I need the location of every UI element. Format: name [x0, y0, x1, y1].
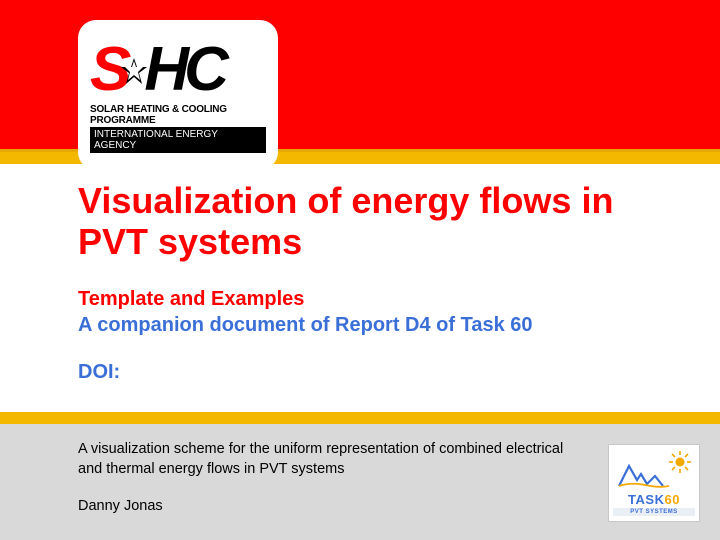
sun-icon — [669, 451, 691, 478]
subtitle-companion: A companion document of Report D4 of Tas… — [78, 313, 680, 337]
logo-tagline-2: INTERNATIONAL ENERGY AGENCY — [90, 127, 266, 153]
sun-icon — [121, 58, 147, 84]
doi-label: DOI: — [78, 361, 120, 384]
footer-description: A visualization scheme for the uniform r… — [78, 440, 590, 479]
task60-subtitle: PVT SYSTEMS — [613, 508, 695, 516]
task-word: TASK — [628, 492, 664, 507]
shc-logo-letters: S HC — [90, 34, 266, 102]
subtitle-template: Template and Examples — [78, 288, 304, 311]
footer-author: Danny Jonas — [78, 498, 163, 514]
shc-logo-box: S HC SOLAR HEATING & COOLING PROGRAMME I… — [78, 20, 278, 170]
logo-letter-s: S — [90, 34, 125, 105]
task60-logo: TASK60 PVT SYSTEMS — [608, 444, 700, 522]
task-number: 60 — [664, 492, 679, 507]
task60-text: TASK60 — [613, 492, 695, 507]
footer-gold-bar — [0, 412, 720, 424]
logo-tagline-1: SOLAR HEATING & COOLING PROGRAMME — [90, 104, 266, 126]
mountain-icon — [617, 462, 671, 493]
page-title: Visualization of energy flows in PVT sys… — [78, 180, 680, 263]
logo-letters-hc: HC — [144, 34, 224, 105]
